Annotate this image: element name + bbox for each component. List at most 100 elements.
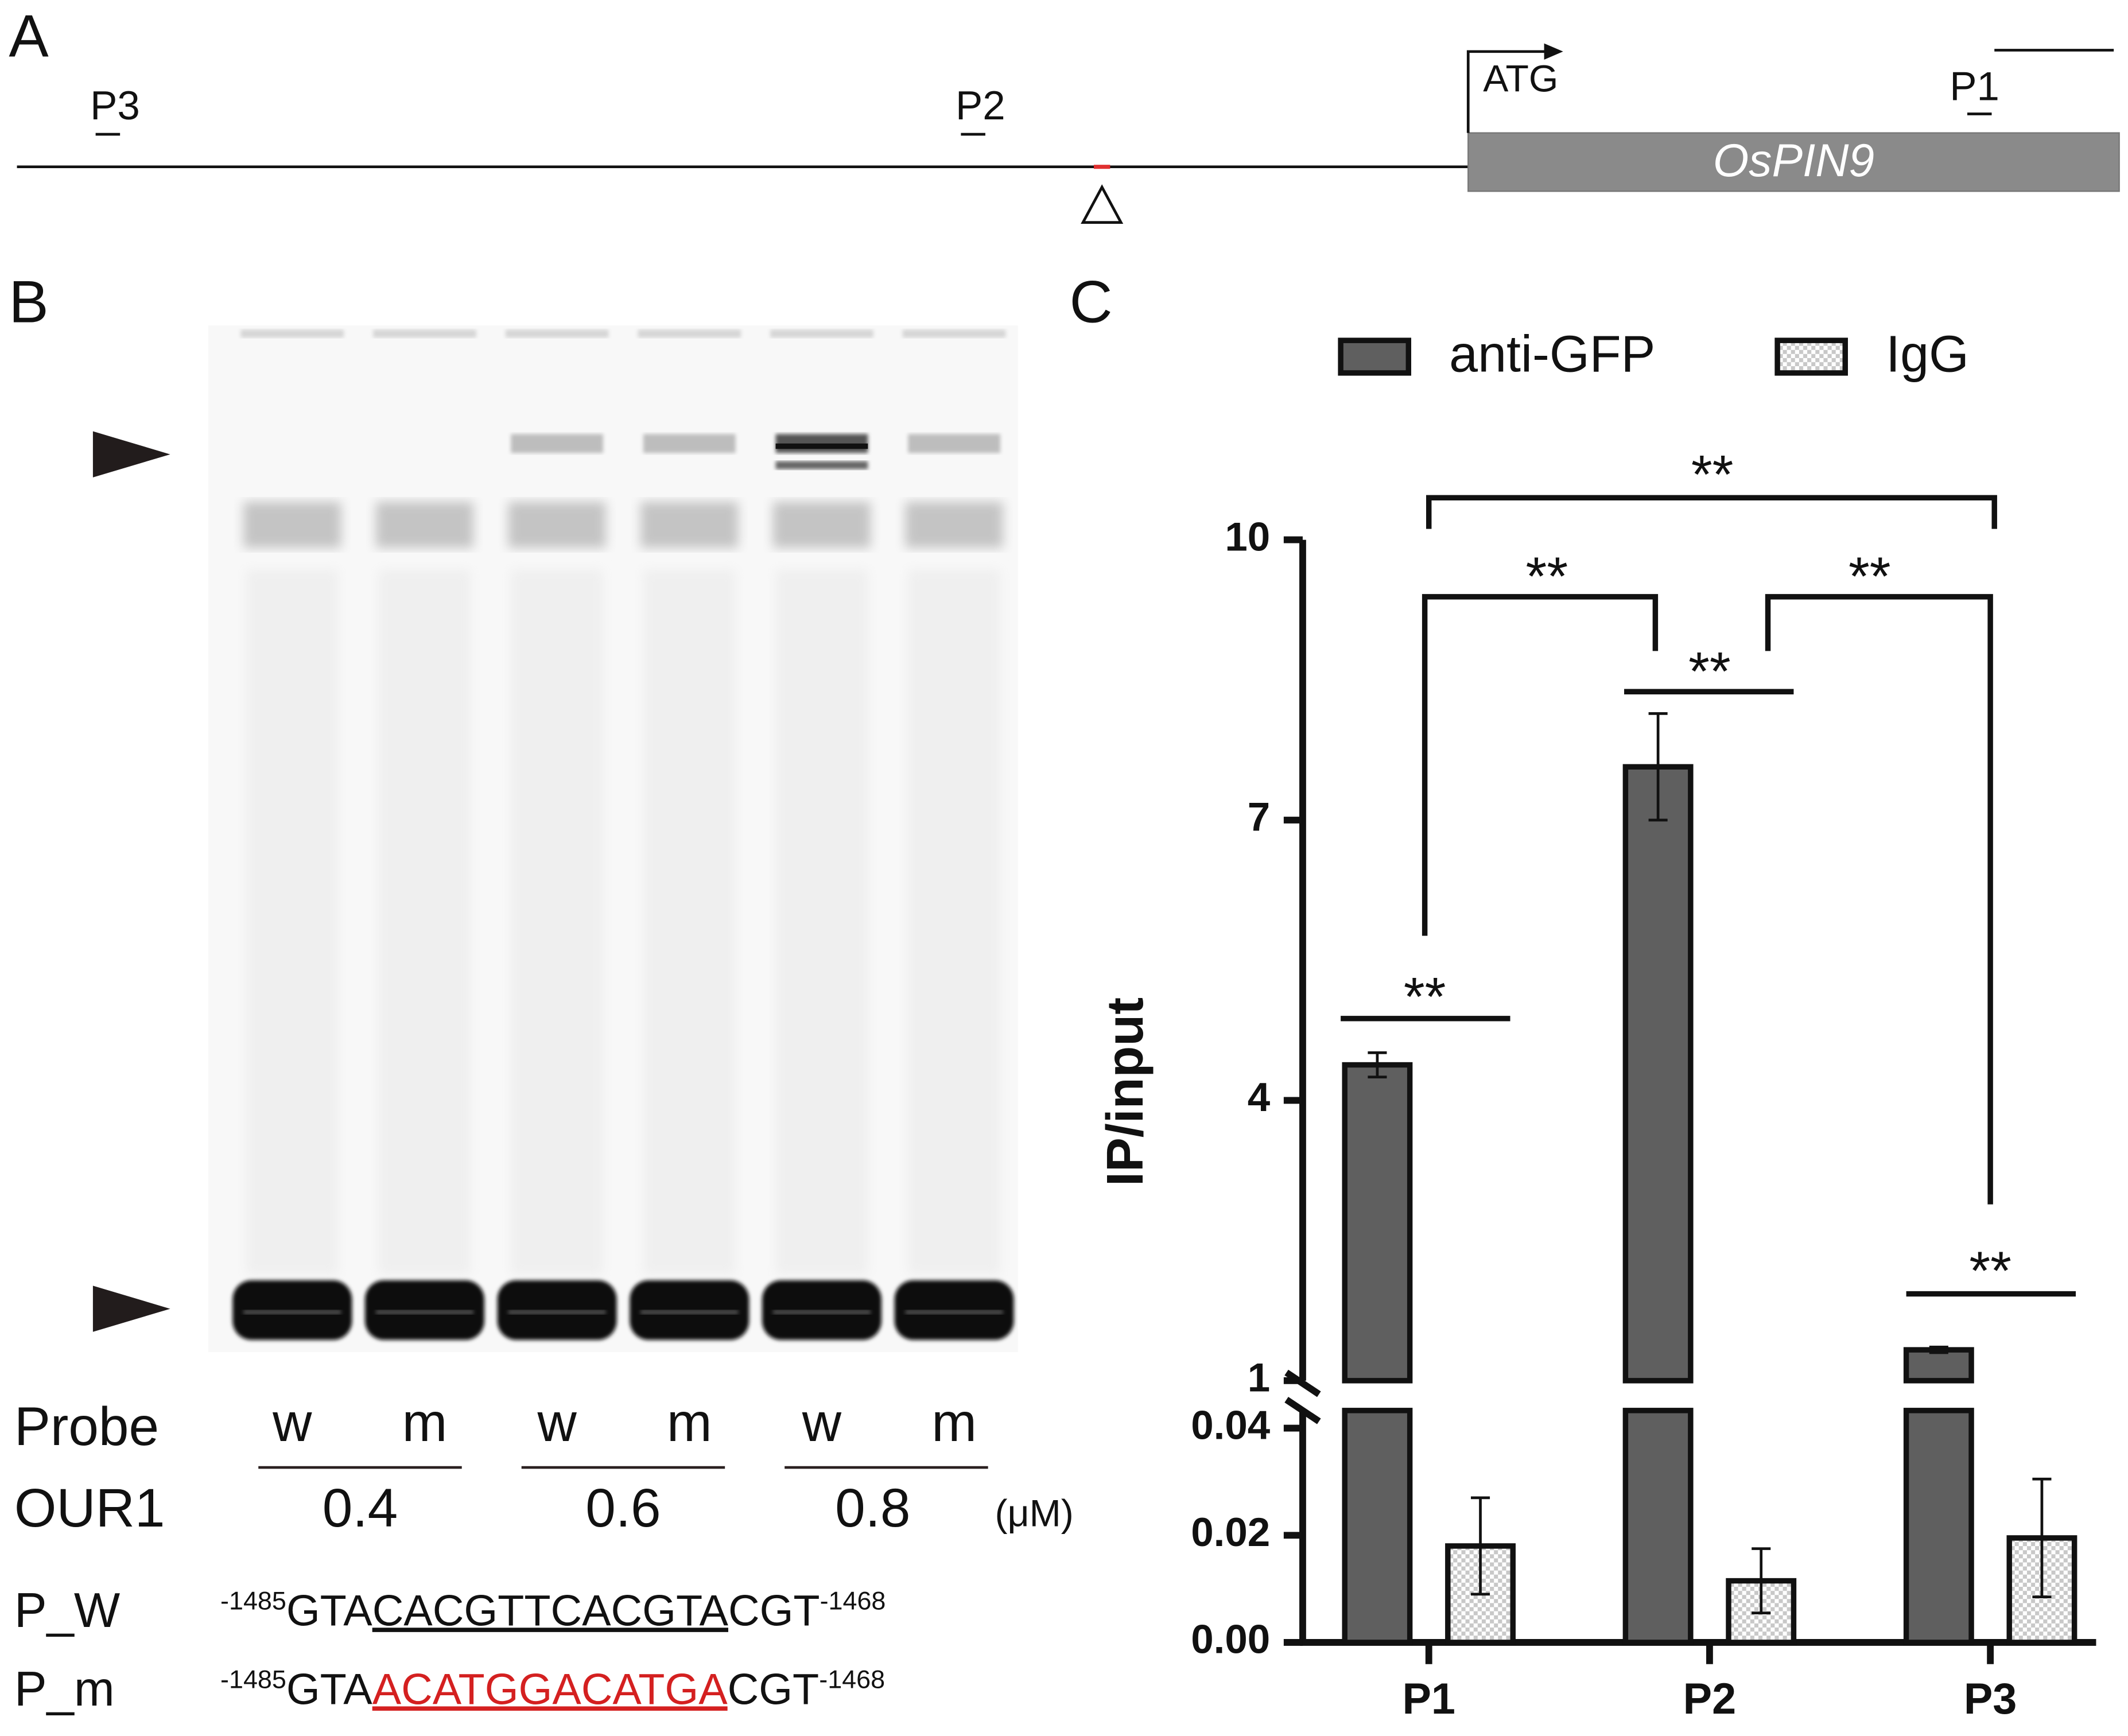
probe-label: m	[931, 1392, 977, 1453]
x-tick-label: P1	[1402, 1675, 1455, 1723]
seq-part: CGT	[728, 1665, 820, 1714]
seq-part: CGT	[728, 1587, 820, 1635]
significance-bracket	[1765, 594, 1993, 1205]
probe-label: m	[667, 1392, 712, 1453]
bar	[1903, 1347, 1974, 1384]
gene-name: OsPIN9	[1713, 135, 1874, 187]
concentration: 0.8	[835, 1478, 910, 1539]
y-tick-label: 7	[1248, 795, 1270, 840]
shift-band	[775, 443, 868, 449]
error-bar	[1368, 1051, 1387, 1079]
seq-part: GTA	[286, 1665, 372, 1714]
well	[902, 329, 1006, 338]
sequence: -1485GTAACATGGACATGACGT-1468	[220, 1664, 885, 1714]
primer-label: P1	[1950, 64, 1999, 110]
x-tick-label: P3	[1964, 1675, 2017, 1723]
gene-box	[1467, 132, 2120, 192]
panel-label: B	[9, 269, 48, 336]
seq-part: -1485	[220, 1586, 286, 1615]
error-bar	[1470, 1496, 1490, 1596]
bar	[1342, 1062, 1413, 1384]
lane-smear	[775, 569, 868, 1275]
smear	[905, 502, 1003, 548]
y-axis-label: IP/input	[1097, 997, 1154, 1186]
smear	[640, 502, 739, 548]
significance-bracket	[1422, 594, 1659, 936]
free-probe-gap	[243, 1310, 341, 1315]
gene-diagram: OsPIN9 ATG P3 P2 P1	[17, 43, 2120, 224]
panel-label: A	[9, 3, 49, 69]
shift-band	[908, 434, 1000, 453]
smear	[772, 502, 871, 548]
gel-background	[208, 325, 1018, 1353]
gel-image	[208, 325, 1018, 1353]
lane-smear	[643, 569, 736, 1275]
seq-part: CACGTTCACGTA	[372, 1587, 729, 1635]
seq-part: -1468	[819, 1664, 885, 1694]
smear	[243, 502, 341, 548]
arrowhead	[92, 431, 170, 477]
seq-part: ACATGGACATGA	[372, 1665, 728, 1714]
x-tick-label: P2	[1683, 1675, 1736, 1723]
sequence: -1485GTACACGTTCACGTACGT-1468	[220, 1586, 886, 1635]
well	[638, 329, 741, 338]
shift-band	[775, 461, 868, 469]
significance-label: **	[1969, 1240, 2011, 1301]
row-label: OUR1	[14, 1478, 165, 1539]
error-bar	[2032, 1477, 2052, 1598]
legend-swatch	[1338, 337, 1411, 376]
lane-smear	[246, 569, 339, 1275]
y-tick-label: 4	[1248, 1075, 1271, 1120]
arrow-head	[1544, 43, 1563, 60]
well	[240, 329, 344, 338]
bar	[1622, 764, 1694, 1384]
bar-lower	[1903, 1408, 1974, 1645]
tss-arrow	[1466, 50, 1547, 133]
row-label: Probe	[14, 1396, 159, 1457]
well	[770, 329, 873, 338]
seq-part: -1485	[220, 1664, 286, 1694]
chart: IP/input 1 4 7 10 0.00 0.02 0.04 P1 P2 P3 anti-GFP…	[1097, 326, 2096, 1723]
site-triangle	[1081, 184, 1124, 224]
seq-part: GTA	[286, 1587, 372, 1635]
free-probe-gap	[375, 1310, 474, 1315]
legend-label: anti-GFP	[1449, 326, 1655, 383]
well	[505, 329, 609, 338]
y-tick-label: 0.02	[1191, 1510, 1270, 1555]
concentration: 0.4	[323, 1478, 398, 1539]
error-bar	[1929, 1345, 1948, 1354]
error-bar	[1648, 712, 1668, 822]
significance-label: **	[1691, 444, 1734, 505]
probe-label: w	[802, 1392, 842, 1453]
primer-label: P3	[90, 83, 140, 129]
shift-band	[643, 434, 736, 453]
y-tick-label: 0.04	[1191, 1403, 1271, 1448]
sequence-name: P_m	[14, 1662, 115, 1716]
legend-swatch	[1774, 337, 1848, 376]
probe-label: w	[537, 1392, 577, 1453]
start-codon: ATG	[1483, 57, 1558, 100]
bar-lower	[1342, 1408, 1413, 1645]
sequence-name: P_W	[14, 1583, 120, 1638]
significance-label: **	[1404, 966, 1446, 1027]
legend-label: IgG	[1886, 326, 1969, 383]
shift-band	[511, 434, 603, 453]
free-probe-gap	[640, 1310, 739, 1315]
lane-smear	[378, 569, 471, 1275]
well	[373, 329, 476, 338]
free-probe-gap	[508, 1310, 606, 1315]
significance-label: **	[1688, 641, 1731, 702]
bar-lower	[1622, 1408, 1694, 1645]
significance-bracket	[1426, 495, 1997, 529]
y-tick-label: 1	[1248, 1356, 1270, 1401]
y-tick-label: 10	[1225, 514, 1270, 560]
probe-label: m	[402, 1392, 448, 1453]
significance-label: **	[1526, 546, 1568, 607]
axis-break	[1284, 1396, 1321, 1424]
significance-label: **	[1849, 546, 1891, 607]
panel-label: C	[1069, 269, 1112, 336]
smear	[375, 502, 474, 548]
lane-smear	[511, 569, 603, 1275]
